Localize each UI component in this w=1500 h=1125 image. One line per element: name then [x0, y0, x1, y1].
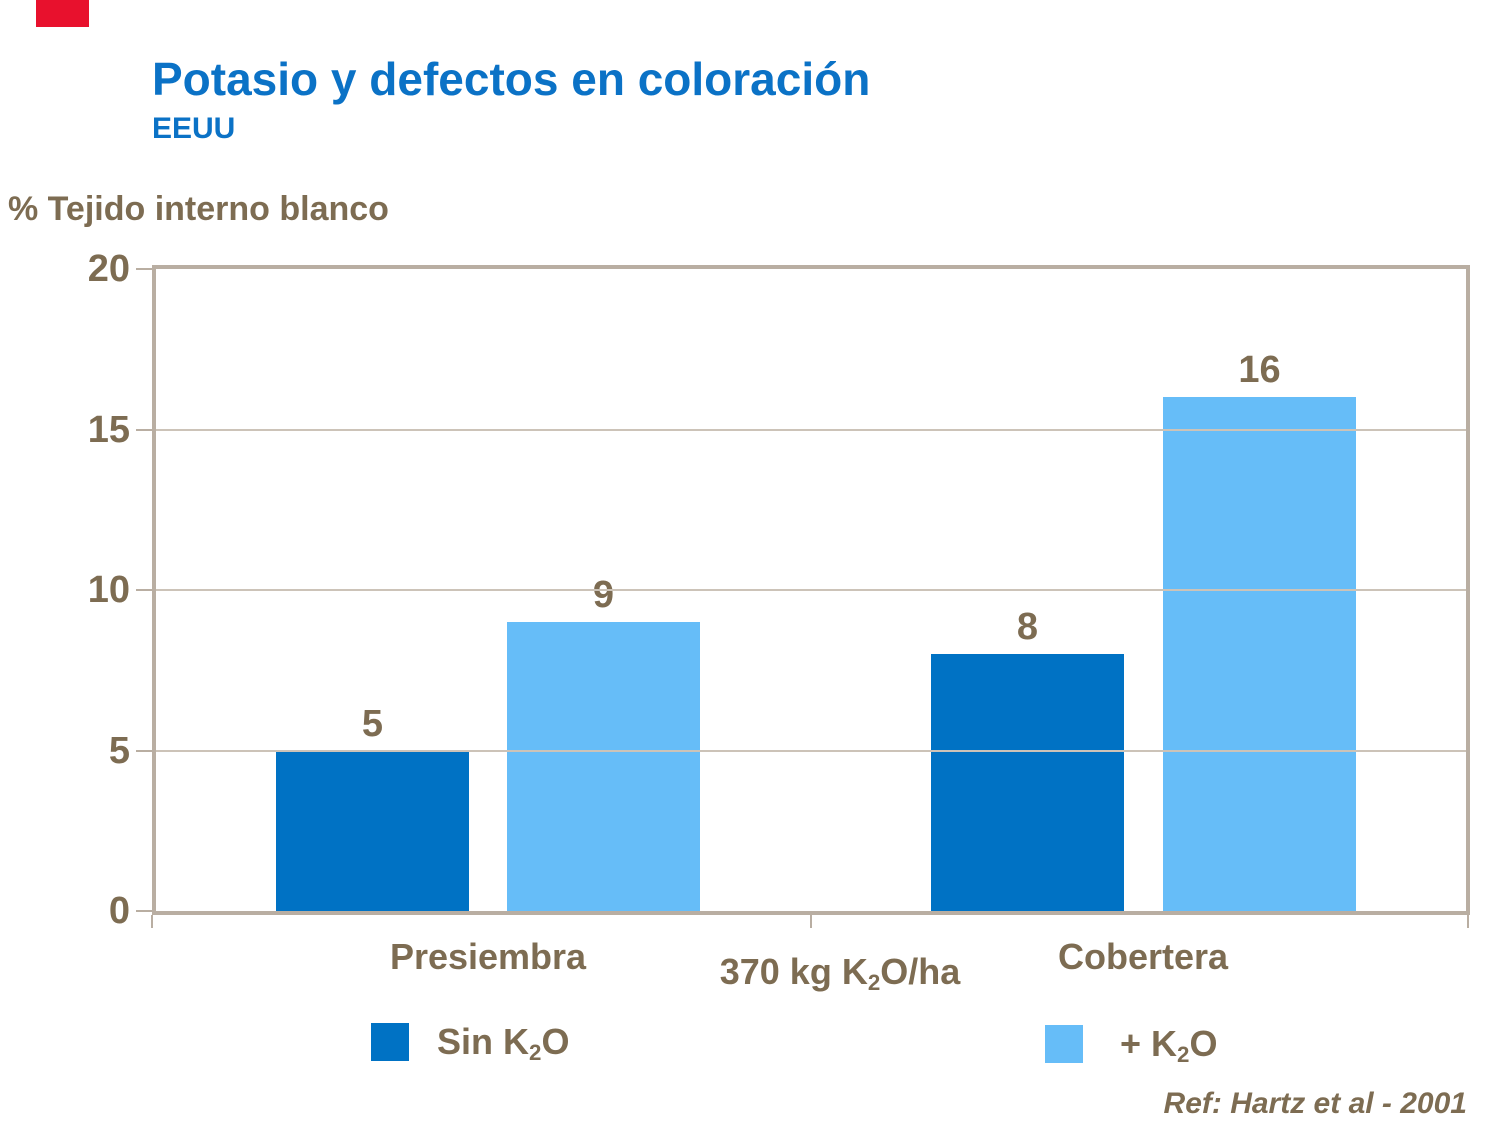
- category-label-cobertera: Cobertera: [1057, 936, 1229, 977]
- x-tick-mark: [810, 915, 812, 928]
- bar-value-label: 8: [1016, 606, 1039, 649]
- axis-note-text: O/ha: [880, 951, 961, 992]
- y-tick-label-5: 5: [108, 729, 130, 772]
- legend-text: + K: [1120, 1023, 1178, 1064]
- category-label-presiembra: Presiembra: [389, 936, 587, 977]
- legend-subscript: 2: [529, 1040, 542, 1066]
- bar-value-label: 5: [361, 702, 384, 745]
- reference-text: Ref: Hartz et al - 2001: [1163, 1087, 1467, 1120]
- page-title: Potasio y defectos en coloración: [152, 53, 871, 105]
- legend-swatch-sin-k2o: [371, 1023, 409, 1061]
- y-tick-label-15: 15: [87, 408, 130, 451]
- y-tick-label-10: 10: [87, 569, 130, 611]
- y-tick-mark: [136, 589, 152, 591]
- gridline-10: [156, 589, 1466, 591]
- y-axis-title: % Tejido interno blanco: [8, 190, 389, 228]
- y-tick-mark: [136, 268, 152, 270]
- legend-text: O: [1189, 1023, 1218, 1064]
- legend-swatch-plus-k2o: [1045, 1025, 1083, 1063]
- bar-cobertera-plus-k2o: 16: [1163, 351, 1356, 911]
- bar-presiembra-plus-k2o: 9: [507, 576, 700, 911]
- y-tick-label-20: 20: [87, 248, 130, 290]
- red-accent-rect: [36, 0, 89, 27]
- legend-text: Sin K: [437, 1021, 530, 1062]
- plot-area: 5 9 8 16: [152, 265, 1470, 915]
- bar-value-label: 16: [1238, 349, 1281, 392]
- y-tick-mark: [136, 749, 152, 752]
- y-tick-mark: [136, 910, 152, 912]
- legend-label-sin-k2o: Sin K2O: [437, 1022, 569, 1073]
- bar-presiembra-sin-k2o: 5: [276, 705, 469, 911]
- y-tick-mark: [136, 428, 152, 431]
- legend-label-plus-k2o: + K2O: [1120, 1024, 1217, 1075]
- axis-note-text: 370 kg K: [719, 951, 868, 992]
- bar-cobertera-sin-k2o: 8: [931, 608, 1124, 911]
- legend-subscript: 2: [1177, 1042, 1190, 1068]
- y-tick-label-0: 0: [108, 890, 130, 932]
- gridline-5: [156, 749, 1466, 752]
- bar-value-label: 9: [592, 574, 615, 617]
- legend-text: O: [541, 1021, 570, 1062]
- x-axis-note: 370 kg K2O/ha: [640, 951, 1040, 996]
- x-tick-mark: [151, 915, 153, 928]
- x-tick-mark: [1467, 915, 1469, 928]
- page-subtitle: EEUU: [152, 112, 236, 145]
- gridline-15: [156, 428, 1466, 431]
- axis-note-subscript: 2: [867, 970, 881, 996]
